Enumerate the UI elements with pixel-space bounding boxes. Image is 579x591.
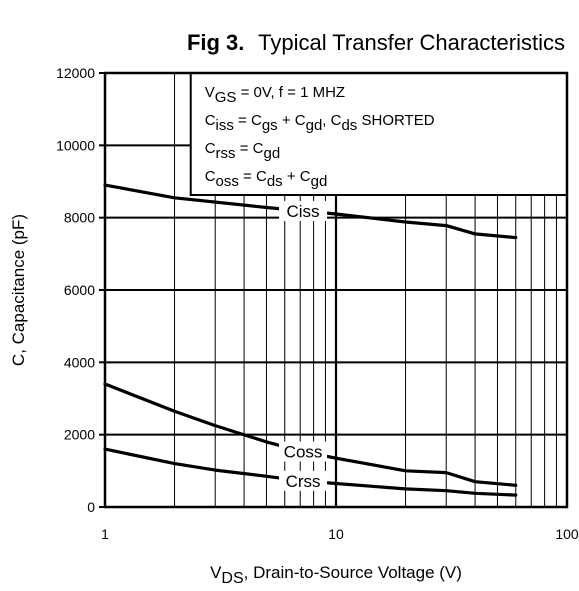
legend-line: Crss = Cgd	[205, 140, 280, 162]
legend-text: = C	[236, 140, 264, 157]
legend-subscript: gd	[306, 117, 323, 134]
legend-text: SHORTED	[357, 112, 434, 129]
legend-subscript: GS	[215, 89, 237, 106]
legend-line: Coss = Cds + Cgd	[205, 168, 328, 190]
y-tick-label: 4000	[64, 354, 95, 370]
series-label-bg	[279, 470, 328, 491]
legend-text: C	[205, 168, 216, 185]
legend-subscript: ds	[267, 173, 283, 190]
y-tick-label: 0	[87, 499, 95, 515]
legend-line: VGS = 0V, f = 1 MHZ	[205, 84, 345, 106]
y-tick-label: 12000	[56, 65, 95, 81]
y-tick-label: 2000	[64, 427, 95, 443]
x-axis-label-main: V	[210, 563, 222, 582]
legend-text: + C	[283, 168, 311, 185]
legend-text: + C	[278, 112, 306, 129]
legend-text: = 0V, f = 1 MHZ	[236, 84, 345, 101]
y-axis-label: C, Capacitance (pF)	[9, 214, 28, 366]
figure-title: Fig 3. Typical Transfer Characteristics	[187, 30, 565, 55]
legend-subscript: gd	[311, 173, 328, 190]
x-tick-label: 1	[101, 526, 109, 542]
legend-text: C	[205, 112, 216, 129]
legend-subscript: rss	[216, 145, 236, 162]
series-label-crss: Crss	[286, 472, 321, 491]
x-axis-label: VDS, Drain-to-Source Voltage (V)	[210, 563, 462, 587]
y-tick-label: 8000	[64, 210, 95, 226]
series-label-coss: Coss	[284, 443, 323, 462]
x-tick-label: 100	[555, 526, 579, 542]
legend-line: Ciss = Cgs + Cgd, Cds SHORTED	[205, 112, 435, 134]
legend-text: , C	[322, 112, 341, 129]
series-label-bg	[279, 441, 328, 462]
figure-title-text: Typical Transfer Characteristics	[258, 30, 565, 55]
legend-subscript: iss	[216, 117, 234, 134]
legend-subscript: gd	[263, 145, 280, 162]
series-label-ciss: Ciss	[287, 202, 320, 221]
series-labels: Ciss Coss Crss	[279, 200, 328, 491]
legend-subscript: oss	[216, 173, 239, 190]
legend-text: C	[205, 140, 216, 157]
series-line-ciss	[103, 183, 518, 240]
x-tick-label: 10	[328, 526, 344, 542]
legend-text: = C	[239, 168, 267, 185]
x-axis-label-sub: DS	[221, 570, 243, 587]
legend-text: = C	[234, 112, 262, 129]
legend-subscript: ds	[341, 117, 357, 134]
legend-text: V	[205, 84, 215, 101]
y-tick-label: 6000	[64, 282, 95, 298]
y-tick-label: 10000	[56, 137, 95, 153]
legend-subscript: gs	[262, 117, 278, 134]
x-axis-label-rest: , Drain-to-Source Voltage (V)	[244, 563, 462, 582]
series-label-bg	[279, 200, 328, 221]
axis-ticks: 0 2000 4000 6000 8000 10000 12000 1 10 100	[56, 65, 579, 542]
figure-label: Fig 3.	[187, 30, 244, 55]
